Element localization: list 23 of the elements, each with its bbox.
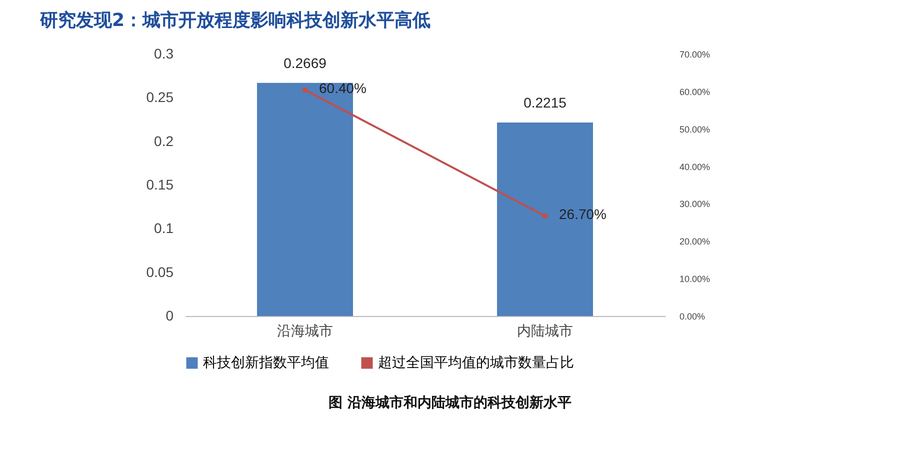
chart-title: 研究发现2：城市开放程度影响科技创新水平高低: [40, 9, 431, 32]
y-tick-label: 0.2: [154, 132, 174, 149]
y2-tick-label: 20.00%: [680, 236, 710, 247]
y2-tick-label: 40.00%: [680, 162, 710, 172]
y2-tick-label: 50.00%: [680, 124, 710, 134]
y2-tick-label: 10.00%: [680, 274, 710, 284]
y-tick-label: 0.15: [146, 176, 174, 192]
legend-label: 科技创新指数平均值: [203, 354, 329, 370]
y-tick-label: 0.25: [146, 89, 174, 106]
x-tick-label: 内陆城市: [517, 322, 573, 338]
y2-tick-label: 70.00%: [680, 50, 710, 60]
text: 图 沿海城市和内陆城市的科技创新水平: [328, 394, 572, 412]
y2-tick-label: 0.00%: [680, 312, 706, 322]
y2-tick-label: 30.00%: [680, 199, 710, 210]
data-label: 0.2669: [284, 54, 327, 71]
x-tick-label: 沿海城市: [277, 322, 333, 338]
y-tick-label: 0.05: [146, 264, 174, 280]
y-tick-label: 0.1: [154, 220, 174, 236]
y-tick-label: 0.3: [154, 46, 174, 62]
y2-tick-label: 60.00%: [680, 86, 710, 97]
data-label: 0.2215: [524, 94, 567, 111]
y-tick-label: 0: [166, 308, 174, 324]
legend-label: 超过全国平均值的城市数量占比: [378, 354, 574, 370]
